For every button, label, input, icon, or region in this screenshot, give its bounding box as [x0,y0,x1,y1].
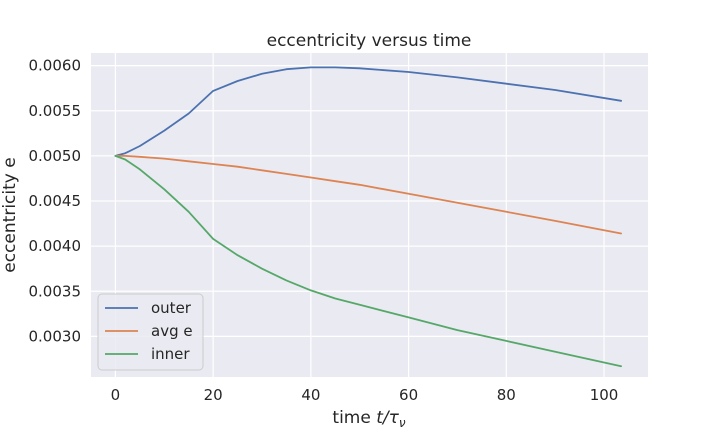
legend-box [97,293,204,371]
legend-label: inner [151,345,190,363]
legend-label: avg e [151,322,193,340]
series-line-avg-e [114,155,622,235]
chart-title: eccentricity versus time [267,31,472,51]
x-axis-title: time t/τν [332,408,405,430]
y-tick-label: 0.0060 [29,57,82,75]
series-line-inner [114,155,622,368]
y-tick-label: 0.0055 [29,102,82,120]
y-tick-label: 0.0035 [29,282,82,300]
y-tick-label: 0.0030 [29,327,82,345]
y-tick-label: 0.0045 [29,192,82,210]
series-line-outer [114,66,622,157]
y-tick-label: 0.0040 [29,237,82,255]
y-axis-title: eccentricity e [0,157,20,272]
gridlines [91,53,648,377]
x-tick-label: 100 [590,386,619,404]
y-tick-label: 0.0050 [29,147,82,165]
legend-label: outer [151,299,192,317]
x-tick-label: 0 [111,386,121,404]
x-axis-title-text: time [332,408,376,428]
x-tick-label: 20 [204,386,223,404]
series-lines [114,66,622,368]
x-axis-title-subscript: ν [399,416,406,430]
legend: outer avg e inner [97,293,204,371]
x-tick-label: 40 [301,386,320,404]
x-tick-label: 60 [399,386,418,404]
tick-labels: 0 20 40 60 80 100 0.0030 0.0035 0.0040 0.0045 0.00… [29,57,619,404]
x-axis-title-math: t/τ [376,408,399,428]
x-tick-label: 80 [497,386,516,404]
